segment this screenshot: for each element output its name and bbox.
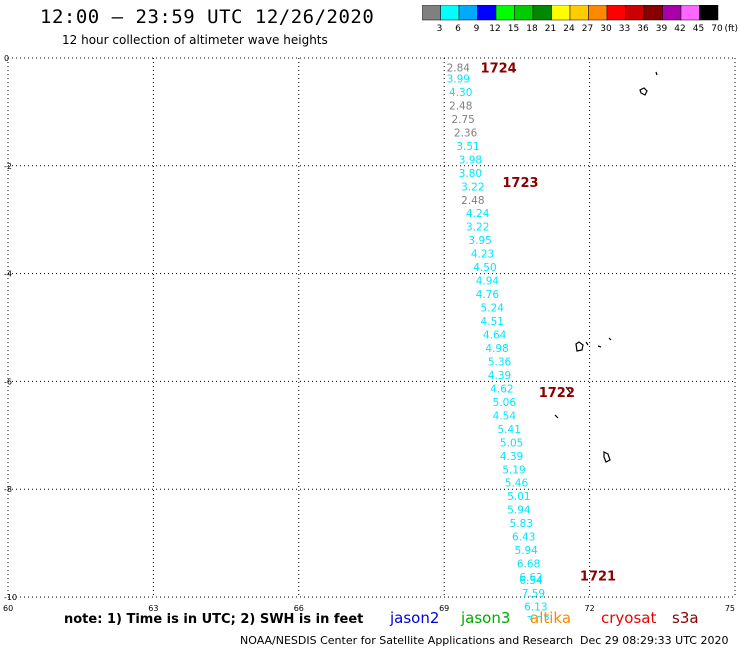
time-label: 1723: [502, 176, 538, 191]
wave-height-value: 5.05: [500, 437, 523, 449]
y-tick-label: -8: [4, 485, 12, 494]
color-scale-label: 30: [600, 24, 612, 34]
wave-height-value: 4.64: [483, 330, 507, 342]
coastline-outline: [550, 391, 555, 396]
wave-height-value: 5.83: [510, 518, 533, 530]
wave-height-value: 5.41: [498, 424, 521, 436]
legend-s3a: s3a: [672, 609, 699, 627]
wave-height-value: 5.94: [514, 545, 538, 557]
wave-height-value: 3.22: [461, 181, 484, 193]
color-scale-label: 3: [437, 24, 443, 34]
x-tick-label: 72: [585, 604, 595, 613]
wave-height-value: 4.50: [473, 262, 496, 274]
legend-cryosat: cryosat: [601, 609, 657, 627]
wave-height-value: 6.13: [524, 602, 547, 614]
coastline-outline: [554, 414, 559, 419]
wave-height-value: 4.76: [476, 289, 500, 301]
coastline-outline: [575, 341, 584, 352]
wave-height-value: 7.23: [527, 615, 550, 620]
wave-height-value: 3.22: [466, 222, 489, 234]
wave-height-value: 3.80: [459, 168, 482, 180]
wave-height-value: 2.84: [447, 63, 471, 75]
wave-height-value: 2.75: [451, 114, 474, 126]
wave-height-value: 4.30: [449, 87, 472, 99]
wave-height-value: 5.06: [493, 397, 517, 409]
y-tick-label: -2: [4, 162, 12, 171]
color-scale-label: 36: [637, 24, 649, 34]
color-scale-label: 15: [508, 24, 519, 34]
wave-height-value: 3.95: [468, 235, 491, 247]
color-scale-label: 21: [545, 24, 556, 34]
wave-height-value: 5.46: [505, 478, 529, 490]
color-scale-label: 18: [526, 24, 538, 34]
wave-height-value: 4.39: [500, 451, 523, 463]
color-swatch: [699, 5, 719, 21]
color-scale-label: 12: [489, 24, 500, 34]
color-scale-label: 70: [711, 24, 723, 34]
wave-height-value: 4.54: [493, 410, 517, 422]
wave-height-value: 4.98: [485, 343, 508, 355]
time-label: 1724: [481, 62, 517, 77]
color-scale-label: 42: [674, 24, 685, 34]
wave-height-value: 5.19: [502, 464, 525, 476]
wave-height-value: 4.24: [466, 208, 490, 220]
legend-jason2: jason2: [390, 609, 440, 627]
wave-height-value: 3.99: [447, 73, 470, 85]
wave-height-value: 4.51: [481, 316, 504, 328]
coastline-outline: [603, 451, 611, 463]
wave-height-value: 6.43: [512, 532, 535, 544]
y-tick-label: -4: [4, 270, 12, 279]
wave-height-value: 2.48: [449, 100, 472, 112]
x-tick-label: 60: [3, 604, 13, 613]
wave-height-value: 4.62: [490, 383, 513, 395]
color-scale-label: 45: [693, 24, 704, 34]
footer-note: note: 1) Time is in UTC; 2) SWH is in fe…: [64, 612, 364, 627]
wave-height-value: 5.01: [507, 491, 530, 503]
legend-jason3: jason3: [461, 609, 511, 627]
y-tick-label: -10: [4, 593, 17, 602]
legend-altika: altika: [530, 609, 572, 627]
color-scale-label: 9: [474, 24, 480, 34]
color-scale-label: 27: [582, 24, 593, 34]
credit-text: NOAA/NESDIS Center for Satellite Applica…: [240, 634, 574, 647]
coastline-outline: [585, 341, 589, 346]
generated-timestamp: Dec 29 08:29:33 UTC 2020: [580, 634, 729, 647]
wave-height-value: 6.68: [517, 559, 540, 571]
color-scale-label: 24: [563, 24, 575, 34]
wave-height-value: 2.36: [454, 127, 478, 139]
coastline-outline: [655, 71, 658, 76]
wave-height-value: 6.54: [519, 575, 543, 587]
color-scale-label: 39: [656, 24, 668, 34]
coastline-outline: [565, 386, 571, 393]
y-tick-label: 0: [4, 54, 9, 63]
x-tick-label: 75: [725, 604, 735, 613]
wave-height-value: 6.62: [519, 572, 542, 584]
coastline-outline: [608, 337, 612, 341]
color-scale-label: 6: [455, 24, 461, 34]
wave-height-value: 5.36: [488, 356, 512, 368]
color-scale-label: 33: [619, 24, 630, 34]
x-tick-label: 66: [294, 604, 304, 613]
wave-height-value: 7.59: [522, 588, 545, 600]
wave-height-value: 5.24: [481, 303, 505, 315]
wave-height-value: 4.39: [488, 370, 511, 382]
chart-title: 12:00 – 23:59 UTC 12/26/2020: [40, 6, 375, 28]
x-tick-label: 69: [439, 604, 449, 613]
time-label: 1721: [580, 569, 616, 584]
wave-height-value: 5.94: [507, 505, 531, 517]
wave-height-value: 4.23: [471, 249, 494, 261]
x-tick-label: 63: [148, 604, 158, 613]
wave-height-value: 3.98: [459, 154, 482, 166]
coastline-outline: [597, 345, 602, 348]
chart-subtitle: 12 hour collection of altimeter wave hei…: [62, 33, 328, 47]
wave-height-value: 2.48: [461, 195, 484, 207]
time-label: 1722: [539, 386, 575, 401]
color-scale-bar: 3 6 9 12 15 18 21 24 27 30 33 36 39 42 45 70 (ft): [422, 5, 738, 34]
wave-height-value: 4.94: [476, 276, 500, 288]
coastline-outline: [639, 87, 648, 96]
color-scale-unit: (ft): [724, 24, 738, 34]
y-tick-label: -6: [4, 377, 12, 386]
wave-height-value: 3.51: [456, 141, 479, 153]
